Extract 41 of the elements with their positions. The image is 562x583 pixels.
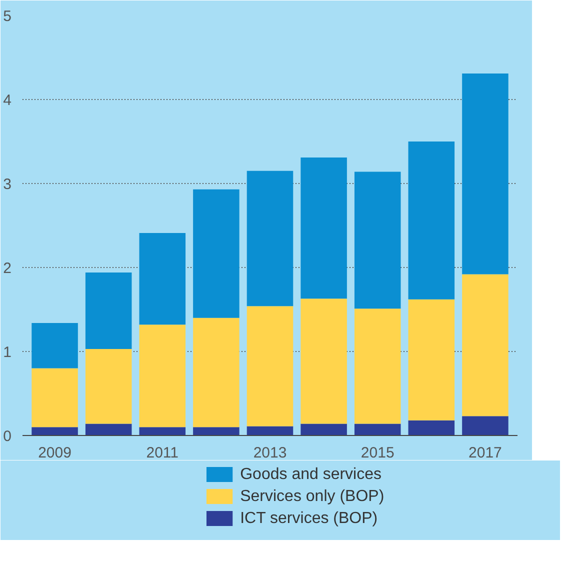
bar bbox=[300, 424, 347, 436]
x-tick-label: 2015 bbox=[360, 444, 394, 462]
bar bbox=[354, 308, 401, 424]
legend-label: Services only (BOP) bbox=[240, 488, 384, 505]
bar bbox=[408, 142, 455, 300]
y-tick-label: 5 bbox=[3, 8, 12, 25]
x-tick-label: 2017 bbox=[468, 444, 502, 462]
x-tick-label: 2013 bbox=[253, 444, 287, 462]
bar bbox=[462, 73, 508, 274]
bar bbox=[300, 157, 347, 299]
bar bbox=[408, 299, 455, 420]
bar bbox=[193, 189, 240, 318]
y-tick-label: 3 bbox=[3, 176, 12, 193]
bar bbox=[139, 233, 186, 325]
bar bbox=[462, 416, 508, 436]
bar bbox=[139, 324, 186, 428]
y-tick-label: 0 bbox=[3, 428, 12, 445]
legend-label: Goods and services bbox=[240, 466, 382, 483]
bar bbox=[32, 427, 78, 436]
bar bbox=[246, 170, 294, 306]
bar bbox=[193, 427, 240, 436]
y-tick-label: 2 bbox=[3, 260, 12, 277]
bar bbox=[408, 420, 455, 436]
bar bbox=[85, 348, 132, 424]
x-tick-label: 2009 bbox=[38, 444, 72, 462]
bar bbox=[85, 424, 132, 436]
bar bbox=[246, 306, 294, 426]
bar bbox=[32, 322, 78, 368]
bar bbox=[139, 427, 186, 436]
x-tick-label: 2011 bbox=[146, 444, 179, 462]
bar bbox=[354, 172, 401, 309]
y-tick-label: 4 bbox=[3, 92, 12, 109]
bar bbox=[246, 426, 294, 436]
bar bbox=[32, 368, 78, 428]
legend-label: ICT services (BOP) bbox=[240, 510, 378, 527]
bar bbox=[300, 298, 347, 424]
y-tick-label: 1 bbox=[3, 344, 12, 361]
bar bbox=[193, 318, 240, 428]
bar bbox=[462, 274, 508, 416]
bar bbox=[85, 272, 132, 349]
bar bbox=[354, 424, 401, 436]
